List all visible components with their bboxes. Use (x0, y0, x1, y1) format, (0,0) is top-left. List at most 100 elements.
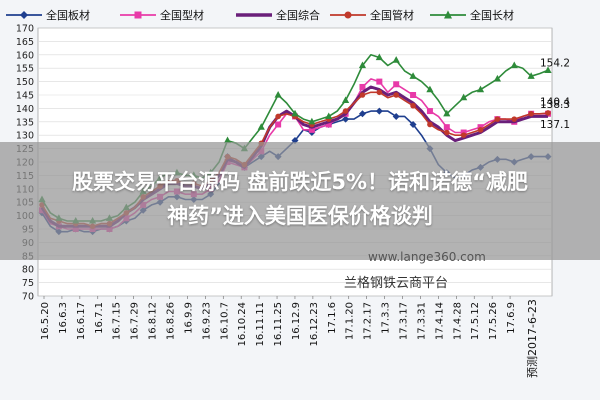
data-point (358, 61, 367, 69)
x-tick-label: 17.3.31 (416, 302, 427, 340)
watermark-site: 兰格钢铁云商平台 (344, 276, 449, 291)
data-point (393, 81, 400, 88)
data-point (528, 110, 534, 117)
x-tick-label: 16.5.20 (40, 302, 51, 340)
x-tick-label: 16.6.3 (58, 302, 69, 334)
data-point (545, 110, 551, 116)
y-tick-label: 135 (16, 117, 34, 128)
legend-label: 全国管材 (370, 9, 414, 22)
headline-line-1: 股票交易平台源码 盘前跌近5%！诺和诺德“减肥 (72, 170, 528, 194)
data-point (410, 92, 417, 98)
data-point (325, 121, 332, 128)
legend-label: 全国综合 (276, 9, 320, 22)
data-point (308, 126, 315, 133)
legend-swatch-icon (430, 8, 466, 22)
data-point (460, 132, 467, 138)
x-tick-label: 16.10.24 (237, 302, 248, 347)
data-point (393, 92, 400, 98)
x-tick-label: 16.7.29 (130, 302, 141, 340)
data-point (376, 78, 383, 85)
x-tick-label-forecast: 预测2017-6-23 (526, 299, 539, 378)
data-point (493, 74, 501, 82)
y-tick-label: 140 (16, 104, 34, 115)
data-point (427, 121, 433, 128)
x-tick-label: 17.2.17 (363, 302, 374, 340)
data-point (325, 112, 333, 120)
data-point (223, 136, 232, 144)
x-tick-label: 17.4.28 (452, 302, 463, 340)
data-point (275, 121, 282, 128)
data-point (477, 127, 484, 133)
data-point (410, 102, 416, 109)
data-point (409, 72, 417, 79)
data-point (274, 91, 282, 98)
data-point (443, 124, 450, 131)
x-tick-label: 16.8.26 (165, 302, 176, 340)
data-point (494, 116, 501, 122)
data-point (426, 108, 433, 115)
x-tick-label: 16.9.9 (183, 302, 194, 334)
data-point (359, 92, 366, 98)
data-point (392, 56, 400, 63)
y-tick-label: 70 (22, 292, 34, 303)
y-tick-label: 130 (16, 131, 34, 142)
data-point (375, 53, 383, 61)
x-tick-label: 16.12.9 (291, 302, 302, 340)
data-point (443, 109, 451, 117)
x-tick-label: 17.4.14 (434, 302, 445, 340)
y-tick-label: 155 (16, 64, 34, 75)
x-tick-label: 16.8.12 (148, 302, 159, 340)
legend-swatch-icon (120, 8, 156, 22)
data-point (444, 129, 450, 136)
x-tick-label: 17.3.17 (399, 302, 410, 340)
x-tick-label: 17.5.12 (470, 302, 481, 340)
data-point (426, 85, 434, 93)
x-tick-label: 17.1.20 (345, 302, 356, 340)
y-tick-label: 165 (16, 37, 34, 48)
data-point (291, 109, 299, 117)
x-tick-label: 16.6.17 (76, 302, 87, 340)
x-tick-label: 17.1.6 (327, 302, 338, 334)
legend-item: 全国型材 (120, 6, 204, 24)
end-value-label: 137.1 (540, 119, 570, 131)
data-point (359, 83, 366, 90)
end-value-label: 140.4 (540, 96, 570, 108)
data-point (376, 89, 383, 96)
y-tick-label: 170 (16, 24, 34, 35)
legend-swatch-icon (236, 8, 272, 22)
x-tick-label: 17.5.26 (488, 302, 499, 340)
headline-overlay (0, 142, 600, 260)
end-value-label: 138.3 (540, 99, 570, 111)
data-point (308, 117, 316, 125)
x-tick-label: 16.11.25 (273, 302, 284, 347)
data-point (511, 116, 518, 122)
data-point (275, 113, 281, 120)
x-tick-label: 17.3.3 (381, 302, 392, 334)
legend-item: 全国长材 (430, 6, 514, 24)
data-point (460, 93, 468, 101)
watermark-url: www.lange360.com (368, 250, 486, 264)
data-point (342, 108, 349, 114)
data-point (527, 72, 535, 79)
headline-line-2: 神药”进入美国医保价格谈判 (167, 204, 433, 228)
x-tick-label: 16.11.11 (255, 302, 266, 347)
data-point (409, 120, 417, 128)
legend-item: 全国综合 (236, 6, 320, 24)
y-tick-label: 80 (22, 265, 34, 276)
legend-label: 全国长材 (470, 9, 514, 22)
y-tick-label: 160 (16, 50, 34, 61)
data-point (392, 112, 400, 120)
y-tick-label: 145 (16, 91, 34, 102)
x-tick-label: 16.7.15 (112, 302, 123, 340)
x-tick-label: 16.7.1 (94, 302, 105, 334)
data-point (342, 115, 350, 123)
end-value-label: 154.2 (540, 57, 570, 69)
legend-item: 全国管材 (330, 6, 414, 24)
legend-label: 全国型材 (160, 9, 204, 22)
data-point (476, 85, 485, 93)
legend-swatch-icon (6, 8, 42, 22)
x-tick-label: 16.10.7 (219, 302, 230, 340)
chart-legend: 全国板材 全国型材 全国综合 全国管材 全国长材 (0, 0, 600, 30)
y-tick-label: 75 (22, 278, 34, 289)
